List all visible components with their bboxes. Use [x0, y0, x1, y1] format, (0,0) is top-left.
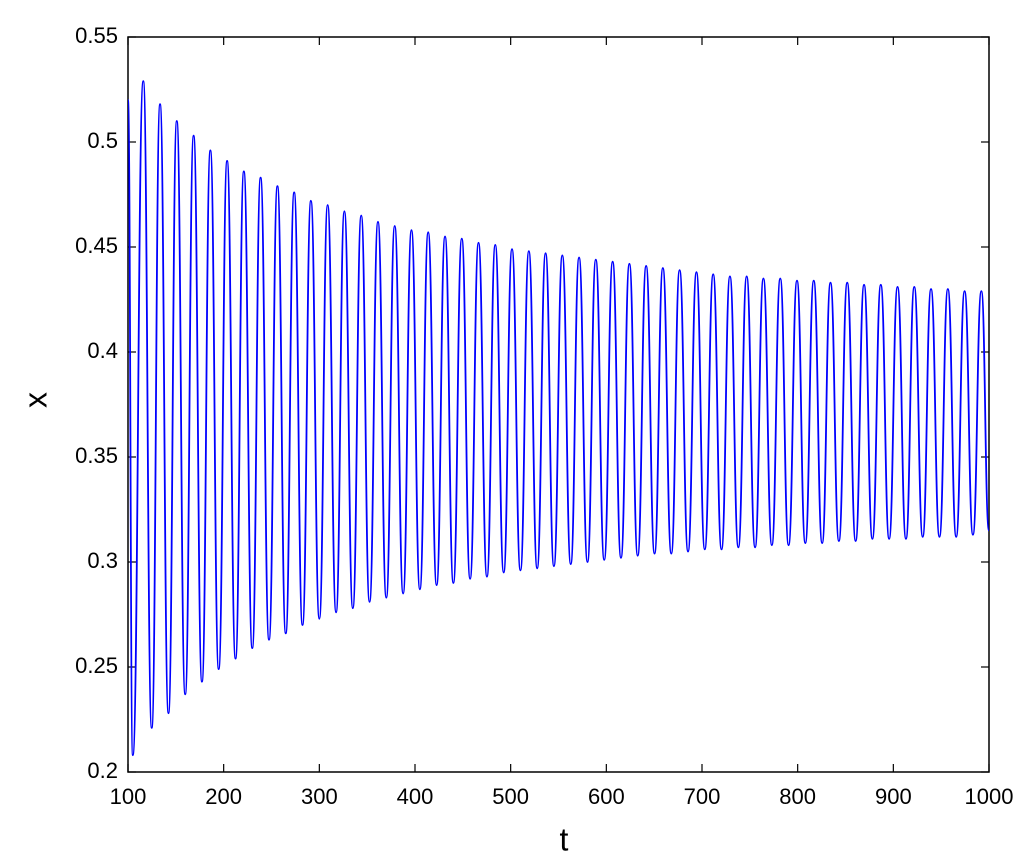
y-tick-label: 0.4	[87, 338, 118, 363]
y-tick-label: 0.55	[75, 23, 118, 48]
y-tick-label: 0.2	[87, 758, 118, 783]
x-tick-label: 200	[205, 784, 242, 809]
x-tick-label: 100	[110, 784, 147, 809]
x-tick-label: 600	[588, 784, 625, 809]
y-tick-label: 0.35	[75, 443, 118, 468]
x-tick-label: 700	[684, 784, 721, 809]
y-tick-label: 0.25	[75, 653, 118, 678]
y-tick-label: 0.5	[87, 128, 118, 153]
x-axis-title: t	[560, 821, 569, 857]
y-axis-title: x	[17, 392, 53, 408]
x-tick-label: 800	[779, 784, 816, 809]
x-tick-label: 400	[397, 784, 434, 809]
x-tick-label: 900	[875, 784, 912, 809]
x-tick-label: 300	[301, 784, 338, 809]
y-tick-label: 0.45	[75, 233, 118, 258]
data-line	[127, 80, 990, 757]
plot-frame	[127, 36, 990, 773]
x-tick-label: 500	[492, 784, 529, 809]
x-tick-label: 1000	[965, 784, 1014, 809]
y-tick-label: 0.3	[87, 548, 118, 573]
